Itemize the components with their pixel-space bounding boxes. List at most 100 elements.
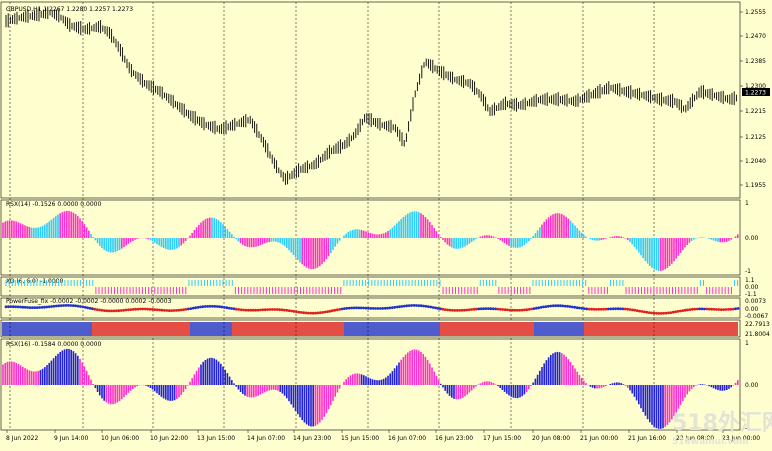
rsx16-title: RSX(16) -0.1584 0.0000 0.0000 xyxy=(6,341,101,348)
powerfuse-dot xyxy=(578,306,581,310)
powerfuse-dot xyxy=(530,307,533,311)
powerfuse-dot xyxy=(14,305,17,309)
powerfuse-dot xyxy=(345,306,349,310)
powerfuse-dot xyxy=(256,308,260,312)
powerfuse-dot xyxy=(21,305,25,309)
powerfuse-dot xyxy=(383,306,387,310)
powerfuse-dot xyxy=(93,307,97,311)
powerfuse-dot xyxy=(266,308,269,311)
scale-label: -1 xyxy=(745,425,751,432)
xo-bars xyxy=(5,280,739,294)
powerfuse-dot xyxy=(81,305,85,309)
powerfuse-dot xyxy=(91,307,94,311)
powerfuse-dot xyxy=(609,307,613,311)
powerfuse-dot xyxy=(573,305,577,309)
powerfuse-dot xyxy=(489,307,493,311)
powerfuse-dot xyxy=(619,307,622,311)
powerfuse-dot xyxy=(727,308,730,311)
scale-label: 21.8004 xyxy=(745,331,770,338)
powerfuse-dot xyxy=(643,310,646,314)
powerfuse-dot xyxy=(525,308,529,312)
powerfuse-dot xyxy=(31,306,34,309)
powerfuse-dot xyxy=(239,308,243,312)
powerfuse-dot xyxy=(376,307,380,310)
powerfuse-dot xyxy=(335,308,339,312)
powerfuse-dot xyxy=(427,305,430,308)
powerfuse-dot xyxy=(163,309,166,312)
powerfuse-dot xyxy=(455,309,459,312)
powerfuse-dot xyxy=(607,307,610,311)
powerfuse-dot xyxy=(9,305,13,308)
powerfuse-dot xyxy=(151,308,154,311)
powerfuse-dot xyxy=(448,308,452,312)
powerfuse-dot xyxy=(460,308,464,312)
powerfuse-dot xyxy=(194,306,198,310)
powerfuse-dot xyxy=(319,311,322,315)
time-label: 14 Jun 23:00 xyxy=(293,435,331,442)
price-label: 1.2215 xyxy=(745,108,766,115)
powerfuse-dot xyxy=(602,307,605,311)
powerfuse-dot xyxy=(237,308,241,311)
powerfuse-dot xyxy=(520,308,524,312)
powerfuse-dot xyxy=(585,307,589,311)
xo-panel[interactable]: XO (6, 6.0) -1.0000 1.10.00-1.1 xyxy=(5,277,759,298)
rsx14-panel[interactable]: RSX(14) -0.1526 0.0000 0.0000 1 0.00 -1 xyxy=(2,200,759,275)
powerfuse-dot xyxy=(110,309,113,313)
time-label: 10 Jun 22:00 xyxy=(150,435,188,442)
main-price-panel[interactable]: GBPUSD,H1 1.2267 1.2280 1.2257 1.2273 1.… xyxy=(5,6,770,189)
powerfuse-dot xyxy=(458,309,461,312)
powerfuse-dot xyxy=(563,304,567,308)
powerfuse-dot xyxy=(88,306,92,310)
powerfuse-dot xyxy=(158,308,162,312)
powerfuse-dot xyxy=(76,304,80,308)
powerfuse-dot xyxy=(724,308,728,311)
time-label: 20 Jun 08:00 xyxy=(532,435,570,442)
powerfuse-dot xyxy=(254,308,257,312)
powerfuse-dot xyxy=(271,308,274,311)
powerfuse-dot xyxy=(283,308,286,312)
powerfuse-dot xyxy=(74,304,77,308)
band-panel[interactable]: 22.7913 21.8004 xyxy=(2,321,770,338)
powerfuse-dot xyxy=(314,311,317,315)
powerfuse-dot xyxy=(100,308,104,312)
powerfuse-dot xyxy=(218,305,222,309)
powerfuse-dot xyxy=(561,304,565,308)
powerfuse-dot xyxy=(103,309,106,312)
powerfuse-dot xyxy=(422,304,425,308)
powerfuse-dot xyxy=(715,308,718,311)
powerfuse-panel[interactable]: PowerFuse_fix -0.0002 -0.0002 -0.0000 0.… xyxy=(4,298,769,320)
powerfuse-dot xyxy=(287,309,291,312)
watermark: 518外汇网 518waihui.com xyxy=(672,410,772,447)
powerfuse-dot xyxy=(155,308,159,312)
powerfuse-dot xyxy=(259,308,262,312)
powerfuse-dot xyxy=(136,307,140,311)
powerfuse-dot xyxy=(477,307,481,311)
powerfuse-dot xyxy=(131,308,135,311)
powerfuse-dot xyxy=(434,306,437,310)
powerfuse-dot xyxy=(328,309,332,313)
price-label: 1.1955 xyxy=(745,182,766,189)
powerfuse-dot xyxy=(537,306,541,310)
price-label: 1.2385 xyxy=(745,58,766,65)
powerfuse-dot xyxy=(189,307,193,310)
powerfuse-dot xyxy=(126,308,130,312)
powerfuse-dot xyxy=(129,308,133,311)
powerfuse-dot xyxy=(556,304,560,308)
powerfuse-dot xyxy=(611,307,615,311)
powerfuse-dot xyxy=(203,305,207,308)
powerfuse-dot xyxy=(196,306,200,309)
powerfuse-dot xyxy=(731,307,735,311)
powerfuse-dot xyxy=(686,308,689,312)
powerfuse-dot xyxy=(679,309,682,313)
powerfuse-dot xyxy=(16,305,20,309)
powerfuse-dot xyxy=(681,309,685,312)
scale-label: -1 xyxy=(745,268,751,275)
powerfuse-dot xyxy=(235,307,238,311)
rsx16-panel[interactable]: RSX(16) -0.1584 0.0000 0.0000 1 0.00 -1 xyxy=(2,340,759,432)
band-histogram xyxy=(2,322,738,336)
powerfuse-dot xyxy=(263,308,267,312)
powerfuse-dot xyxy=(465,308,469,312)
powerfuse-dot xyxy=(388,306,392,310)
powerfuse-dot xyxy=(371,307,375,310)
